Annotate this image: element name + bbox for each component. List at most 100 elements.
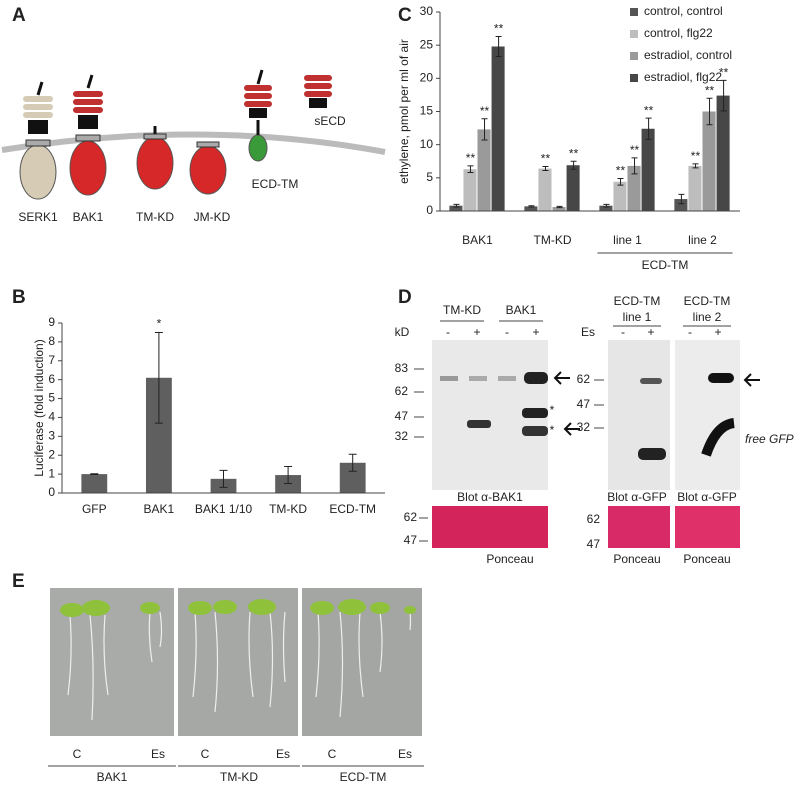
error-bar [645,117,652,140]
group-label: ECD-TM [642,258,689,272]
significance: * [157,317,162,331]
x-tick-label: ECD-TM [329,502,376,516]
error-bar [284,466,293,485]
y-tick-label: 8 [48,334,55,348]
panel-label: E [12,571,25,592]
bar [449,205,463,211]
group-label: line 1 [623,310,652,324]
significance: ** [541,152,551,166]
legend-label: estradiol, flg22 [644,70,722,84]
x-tick-label: BAK1 1/10 [195,502,253,516]
group-label: BAK1 [97,770,128,784]
protein-label: BAK1 [73,210,104,224]
band-mark: * [550,423,555,437]
legend-swatch [630,74,638,82]
x-tick-label: TM-KD [534,233,572,247]
significance: ** [494,22,504,36]
y-tick-label: 2 [48,447,55,461]
diagram-a [1,69,386,200]
bar [538,168,552,211]
blot-label: Blot α-BAK1 [457,490,523,504]
y-tick-label: 6 [48,372,55,386]
band-mark: * [550,403,555,417]
y-tick-label: 30 [420,4,434,18]
y-tick-label: 3 [48,429,55,443]
lane-label: Es [276,747,290,761]
free-gfp: free GFP [745,432,794,446]
marker: 47 [404,533,418,547]
error-bar [495,36,502,57]
protein-label: sECD [314,114,346,128]
x-tick-label: TM-KD [269,502,307,516]
x-tick-label: GFP [82,502,107,516]
protein-label: SERK1 [18,210,58,224]
error-bar [631,157,638,175]
significance: ** [630,143,640,157]
error-bar [154,331,163,424]
bar [81,474,108,493]
marker: 32 [395,429,409,443]
lane-label: C [328,747,337,761]
significance: ** [691,149,701,163]
group-label: TM-KD [443,303,481,317]
y-tick-label: 15 [420,104,434,118]
error-bar [90,473,99,475]
panel-label: D [398,287,412,308]
error-bar [603,203,610,208]
lane-label: C [201,747,210,761]
seedling-photos [50,588,422,736]
bar [524,206,538,211]
group-label: line 2 [693,310,722,324]
bar [463,169,477,211]
group-label: ECD-TM [340,770,387,784]
error-bar [348,453,357,472]
legend-label: estradiol, control [644,48,732,62]
significance: ** [480,104,490,118]
ponceau-label: Ponceau [683,552,730,566]
error-bar [542,166,549,172]
lane-label: C [73,747,82,761]
marker: 62 [395,384,409,398]
legend-swatch [630,30,638,38]
legend-label: control, flg22 [644,26,713,40]
significance: ** [705,83,715,97]
group-label: TM-KD [220,770,258,784]
bar [491,46,505,211]
x-tick-label: BAK1 [144,502,175,516]
bar [477,129,491,211]
es-label: Es [581,325,595,339]
blot-label: Blot α-GFP [677,490,737,504]
protein-label: TM-KD [136,210,174,224]
group-label: ECD-TM [614,294,661,308]
y-tick-label: 10 [420,137,434,151]
x-tick-label: line 2 [688,233,717,247]
x-tick-label: line 1 [613,233,642,247]
lane-label: Es [151,747,165,761]
error-bar [720,79,727,112]
significance: ** [719,65,729,79]
lane-label: - [505,325,509,339]
group-label: BAK1 [506,303,537,317]
bar [613,181,627,211]
marker: 83 [395,361,409,375]
y-tick-label: 4 [48,410,55,424]
lane-label: + [714,325,721,339]
lane-label: - [621,325,625,339]
kd-label: kD [395,325,410,339]
ponceau-label: Ponceau [486,552,533,566]
error-bar [617,177,624,186]
significance: ** [616,164,626,178]
protein-label: JM-KD [194,210,231,224]
y-tick-label: 9 [48,315,55,329]
bar [688,165,702,211]
bar [599,205,613,211]
panel-label: B [12,287,26,308]
legend-swatch [630,8,638,16]
lane-label: + [647,325,654,339]
y-tick-label: 25 [420,37,434,51]
ponceau-label: Ponceau [613,552,660,566]
bar [627,165,641,211]
bar [702,111,716,211]
y-tick-label: 0 [48,485,55,499]
marker: 47 [587,537,601,551]
